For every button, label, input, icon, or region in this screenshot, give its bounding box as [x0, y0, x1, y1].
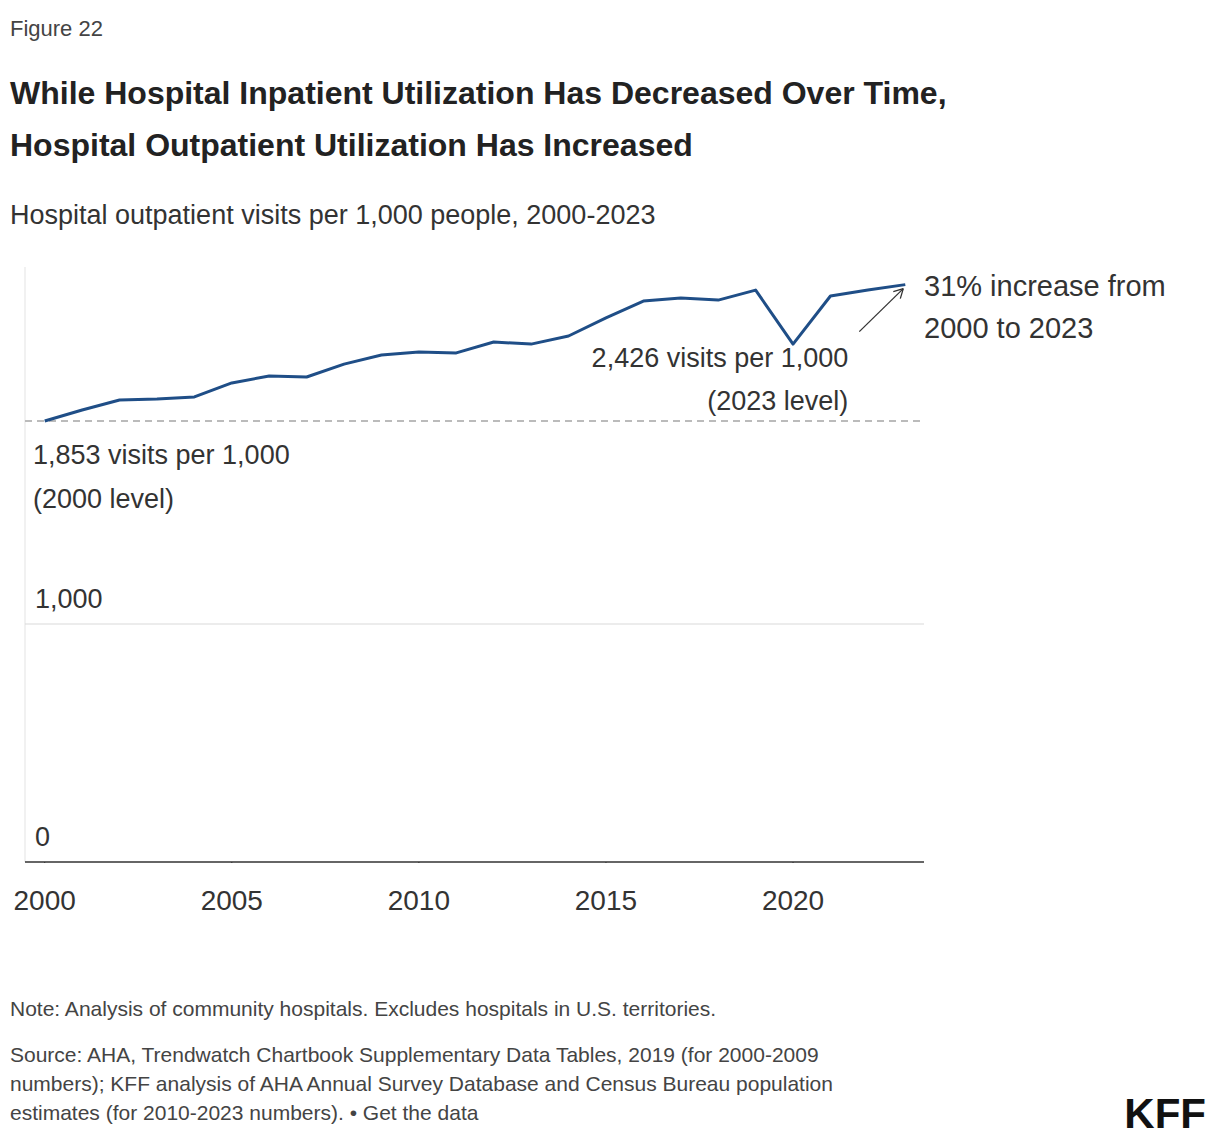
- figure-label: Figure 22: [10, 16, 103, 41]
- annotation: 2,426 visits per 1,000: [592, 343, 849, 373]
- data-line: [45, 285, 906, 421]
- x-tick-label: 2015: [575, 885, 637, 916]
- plot-area: [45, 285, 906, 421]
- baseline: [25, 861, 924, 863]
- annotation-arrowhead: [893, 289, 903, 299]
- x-tick-label: 2020: [762, 885, 824, 916]
- annotation: (2023 level): [707, 386, 848, 416]
- source: numbers); KFF analysis of AHA Annual Sur…: [10, 1072, 833, 1095]
- x-tick: [605, 862, 606, 863]
- grid-line: [25, 624, 924, 625]
- title: While Hospital Inpatient Utilization Has…: [10, 75, 947, 111]
- y-tick-label: 1,000: [35, 584, 103, 614]
- source: estimates (for 2010-2023 numbers). • Get…: [10, 1101, 479, 1124]
- chart: Figure 22 While Hospital Inpatient Utiliz…: [0, 0, 1220, 1148]
- source: Source: AHA, Trendwatch Chartbook Supple…: [10, 1043, 819, 1066]
- reference-line: [25, 420, 924, 422]
- x-tick-label: 2000: [14, 885, 76, 916]
- annotation: (2000 level): [33, 484, 174, 514]
- x-tick: [418, 862, 419, 863]
- x-tick-label: 2010: [388, 885, 450, 916]
- y-axis-line: [25, 267, 26, 862]
- annotation-arrow: [859, 289, 903, 332]
- x-tick: [44, 862, 45, 863]
- note: Note: Analysis of community hospitals. E…: [10, 997, 716, 1020]
- y-tick-label: 0: [35, 822, 50, 852]
- x-tick-label: 2005: [201, 885, 263, 916]
- x-tick: [793, 862, 794, 863]
- x-tick: [231, 862, 232, 863]
- title: Hospital Outpatient Utilization Has Incr…: [10, 127, 693, 163]
- logo: KFF: [1124, 1090, 1206, 1137]
- subtitle: Hospital outpatient visits per 1,000 peo…: [10, 200, 655, 230]
- annotation: 2000 to 2023: [924, 312, 1093, 344]
- annotation: 1,853 visits per 1,000: [33, 440, 290, 470]
- annotation: 31% increase from: [924, 270, 1166, 302]
